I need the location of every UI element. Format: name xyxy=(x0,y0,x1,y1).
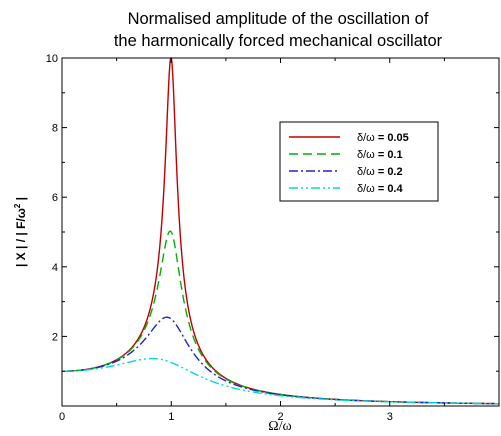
chart-title-line-1: Normalised amplitude of the oscillation … xyxy=(128,10,429,28)
y-axis-label-main: | X | / | F/ω xyxy=(14,208,28,267)
x-tick-label: 2 xyxy=(277,411,283,423)
x-axis: 0 1 2 3 xyxy=(59,58,445,423)
plot-frame xyxy=(61,57,500,407)
x-tick-label: 0 xyxy=(59,411,65,423)
y-axis-label: | X | / | F/ω2 | xyxy=(13,197,28,267)
y-axis-label-tail: | xyxy=(14,197,28,204)
y-axis: 2 4 6 8 10 xyxy=(46,53,499,372)
x-tick-label: 1 xyxy=(168,411,174,423)
y-tick-label: 2 xyxy=(52,331,58,343)
legend: δ/ω = 0.05 δ/ω = 0.1 δ/ω = 0.2 δ/ω = 0.4 xyxy=(279,121,439,202)
x-tick-label: 3 xyxy=(387,411,393,423)
y-tick-label: 6 xyxy=(52,192,58,204)
series-line-4 xyxy=(62,357,499,405)
y-tick-label: 10 xyxy=(46,53,58,65)
series-line-2 xyxy=(62,230,499,405)
legend-label-1: δ/ω = 0.05 xyxy=(357,132,409,144)
y-tick-label: 4 xyxy=(52,262,58,274)
legend-label-2: δ/ω = 0.1 xyxy=(357,149,403,161)
y-tick-label: 8 xyxy=(52,123,58,135)
x-axis-label: Ω/ω xyxy=(268,419,292,434)
series-line-3 xyxy=(62,316,499,405)
chart-title-line-2: the harmonically forced mechanical oscil… xyxy=(114,32,443,50)
series-group xyxy=(62,57,499,405)
legend-label-4: δ/ω = 0.4 xyxy=(357,183,403,195)
y-axis-label-superscript: 2 xyxy=(13,203,22,208)
legend-label-3: δ/ω = 0.2 xyxy=(357,166,403,178)
